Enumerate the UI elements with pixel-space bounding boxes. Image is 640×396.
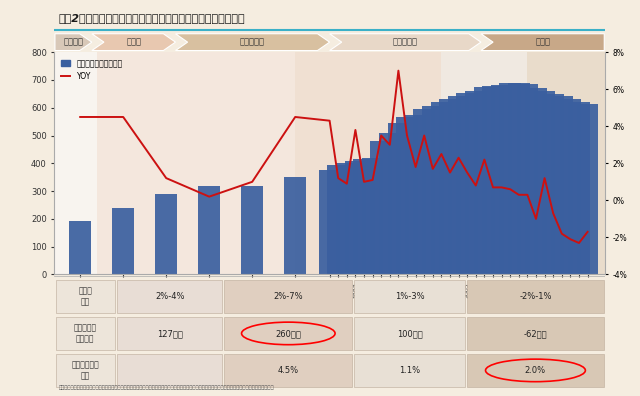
Text: 1.1%: 1.1% bbox=[399, 366, 420, 375]
Bar bbox=[355, 280, 465, 312]
Bar bbox=[336, 163, 358, 274]
Bar bbox=[559, 99, 581, 274]
Bar bbox=[442, 52, 527, 274]
Bar bbox=[56, 354, 115, 386]
Text: 100万只: 100万只 bbox=[397, 329, 422, 338]
Text: -2%-1%: -2%-1% bbox=[519, 292, 552, 301]
Bar bbox=[379, 133, 401, 274]
Bar bbox=[117, 354, 222, 386]
Text: 260万只: 260万只 bbox=[275, 329, 301, 338]
Bar bbox=[198, 186, 220, 274]
Bar bbox=[465, 91, 486, 274]
Bar bbox=[483, 86, 504, 274]
Bar bbox=[467, 280, 604, 312]
Bar bbox=[156, 194, 177, 274]
Bar bbox=[456, 93, 478, 274]
Bar bbox=[328, 165, 349, 274]
Text: 成熟期: 成熟期 bbox=[536, 38, 550, 47]
Bar bbox=[577, 105, 598, 274]
Text: 稳健成长期: 稳健成长期 bbox=[393, 38, 418, 47]
Polygon shape bbox=[175, 34, 330, 51]
Polygon shape bbox=[92, 34, 175, 51]
Bar bbox=[467, 317, 604, 350]
Bar bbox=[225, 354, 352, 386]
Bar bbox=[448, 96, 469, 274]
Bar bbox=[345, 160, 366, 274]
Bar bbox=[439, 99, 461, 274]
Bar bbox=[355, 354, 465, 386]
Bar bbox=[543, 94, 564, 274]
Bar bbox=[70, 221, 91, 274]
Bar bbox=[491, 85, 513, 274]
Text: 快速成长期: 快速成长期 bbox=[240, 38, 265, 47]
Polygon shape bbox=[481, 34, 604, 51]
Bar bbox=[225, 317, 352, 350]
Text: 2%-4%: 2%-4% bbox=[155, 292, 184, 301]
Bar bbox=[319, 170, 340, 274]
Bar bbox=[56, 317, 115, 350]
Bar bbox=[508, 83, 529, 274]
Polygon shape bbox=[330, 34, 481, 51]
Text: -62万只: -62万只 bbox=[524, 329, 547, 338]
Polygon shape bbox=[55, 34, 92, 51]
Bar bbox=[295, 52, 442, 274]
Text: 4.5%: 4.5% bbox=[278, 366, 299, 375]
Text: 图表2：日本宠物行业发展阶段划分：以登记在册犬的数量为例: 图表2：日本宠物行业发展阶段划分：以登记在册犬的数量为例 bbox=[59, 13, 245, 23]
Bar bbox=[241, 186, 263, 274]
Bar bbox=[499, 83, 521, 274]
Bar bbox=[474, 88, 495, 274]
Bar bbox=[527, 52, 605, 274]
Bar bbox=[371, 141, 392, 274]
Bar bbox=[551, 96, 573, 274]
Bar bbox=[525, 88, 547, 274]
Bar bbox=[117, 317, 222, 350]
Bar bbox=[225, 280, 352, 312]
Bar bbox=[355, 317, 465, 350]
Text: 养犬量
增速: 养犬量 增速 bbox=[78, 287, 92, 306]
Bar bbox=[56, 280, 115, 312]
Bar bbox=[396, 118, 418, 274]
Legend: 登记数（万只，左轴）, YOY: 登记数（万只，左轴）, YOY bbox=[58, 56, 126, 84]
Bar bbox=[568, 102, 589, 274]
Bar bbox=[113, 208, 134, 274]
Bar bbox=[422, 107, 444, 274]
Text: 来源：日本厚生劳动省，国金证券研究所；注：由于数据的可获取性，这里选用厚生劳动省统计的日本登记在册犬的数量来作为日本宠物大数量的代理变量。: 来源：日本厚生劳动省，国金证券研究所；注：由于数据的可获取性，这里选用厚生劳动省… bbox=[59, 385, 275, 390]
Text: 1%-3%: 1%-3% bbox=[395, 292, 424, 301]
Text: 发展历程: 发展历程 bbox=[63, 38, 83, 47]
Bar bbox=[388, 123, 409, 274]
Bar bbox=[405, 115, 426, 274]
Bar bbox=[467, 354, 604, 386]
Bar bbox=[97, 52, 295, 274]
Text: 养犬量增量
（万只）: 养犬量增量 （万只） bbox=[74, 324, 97, 343]
Bar bbox=[362, 158, 383, 274]
Text: 2.0%: 2.0% bbox=[525, 366, 546, 375]
Bar bbox=[516, 84, 538, 274]
Bar bbox=[534, 91, 556, 274]
Text: 2%-7%: 2%-7% bbox=[273, 292, 303, 301]
Bar bbox=[413, 109, 435, 274]
Bar bbox=[431, 102, 452, 274]
Bar bbox=[353, 159, 375, 274]
Text: 普及期: 普及期 bbox=[126, 38, 141, 47]
Bar bbox=[117, 280, 222, 312]
Text: 127万只: 127万只 bbox=[157, 329, 182, 338]
Text: 宠物食品规模
增速: 宠物食品规模 增速 bbox=[71, 361, 99, 380]
Bar bbox=[284, 177, 306, 274]
